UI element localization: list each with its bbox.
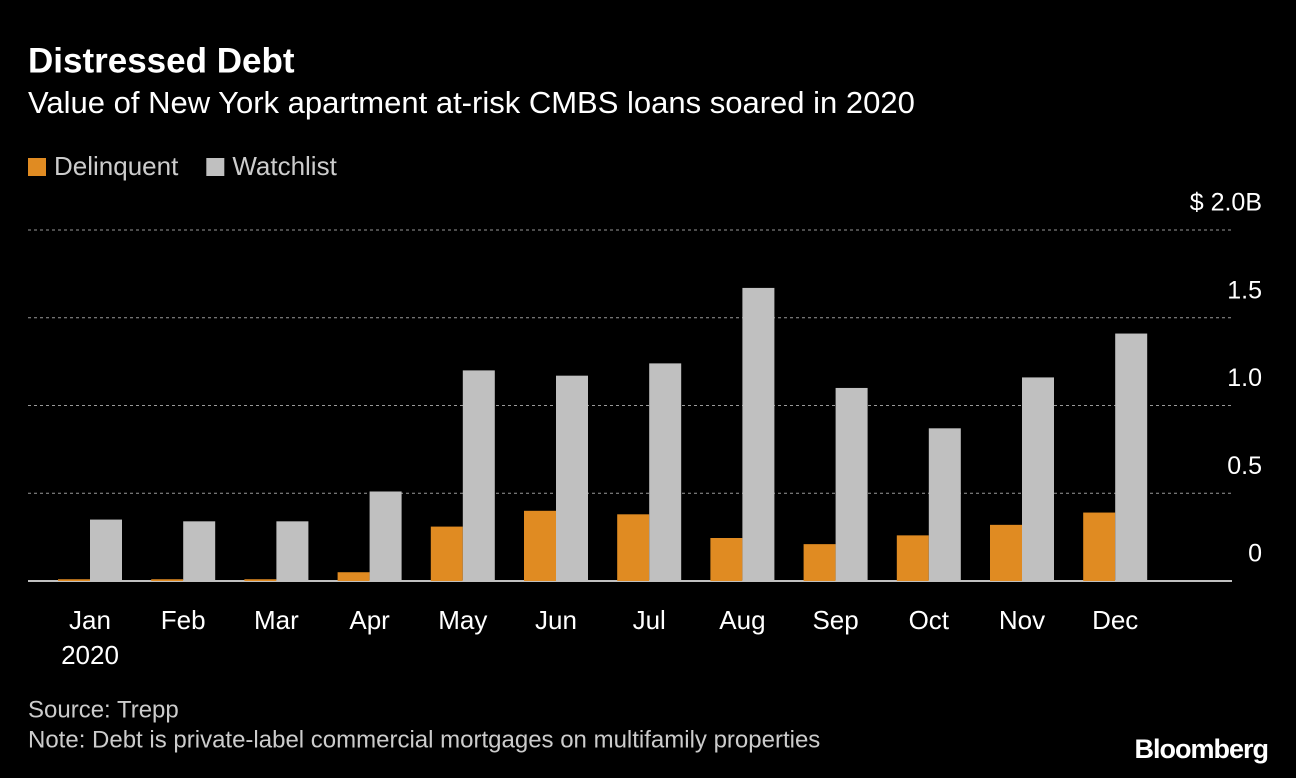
- legend-swatch: [206, 158, 225, 176]
- legend-swatch: [28, 158, 46, 176]
- bar: [1115, 333, 1148, 581]
- y-tick-label: 0.5: [1227, 452, 1262, 480]
- bar: [90, 519, 122, 581]
- y-tick-label: $ 2.0B: [1190, 189, 1262, 217]
- bar: [244, 579, 277, 581]
- chart-subtitle: Value of New York apartment at-risk CMBS…: [28, 85, 915, 120]
- bar: [1083, 512, 1116, 581]
- bar: [649, 363, 682, 581]
- bar: [276, 521, 309, 581]
- source: Source: Trepp: [28, 696, 179, 723]
- bar: [369, 491, 402, 581]
- y-tick-label: 0: [1248, 540, 1262, 568]
- bar: [990, 524, 1022, 581]
- bar: [1022, 377, 1054, 581]
- bar: [337, 572, 370, 581]
- note: Note: Debt is private-label commercial m…: [28, 726, 820, 753]
- legend-label: Watchlist: [232, 151, 337, 181]
- chart-title: Distressed Debt: [28, 41, 295, 80]
- x-tick-label: Jul: [633, 605, 666, 635]
- bar: [462, 370, 495, 581]
- x-tick-label: Dec: [1092, 605, 1138, 635]
- brand-logo: Bloomberg: [1134, 734, 1268, 764]
- x-tick-label: Apr: [349, 605, 390, 635]
- bar: [710, 538, 743, 581]
- legend-label: Delinquent: [54, 151, 179, 181]
- bar: [58, 579, 90, 581]
- x-tick-label: Nov: [999, 605, 1045, 635]
- x-tick-label: Jun: [535, 605, 577, 635]
- bar: [803, 544, 836, 581]
- bar: [835, 387, 868, 581]
- bar: [524, 510, 556, 581]
- bar: [556, 375, 588, 581]
- y-tick-label: 1.5: [1227, 276, 1262, 304]
- x-tick-label: Feb: [161, 605, 206, 635]
- bar: [896, 535, 929, 581]
- x-tick-label: Sep: [812, 605, 858, 635]
- y-tick-label: 1.0: [1227, 364, 1262, 392]
- x-tick-label: Oct: [909, 605, 950, 635]
- bar: [928, 428, 961, 581]
- x-year-label: 2020: [61, 640, 119, 670]
- bar: [742, 287, 775, 581]
- x-tick-label: May: [438, 605, 487, 635]
- bar: [183, 521, 216, 581]
- bar: [430, 526, 463, 581]
- bar: [617, 514, 650, 581]
- x-tick-label: Mar: [254, 605, 299, 635]
- x-tick-label: Jan: [69, 605, 111, 635]
- x-tick-label: Aug: [719, 605, 765, 635]
- bar: [151, 579, 184, 581]
